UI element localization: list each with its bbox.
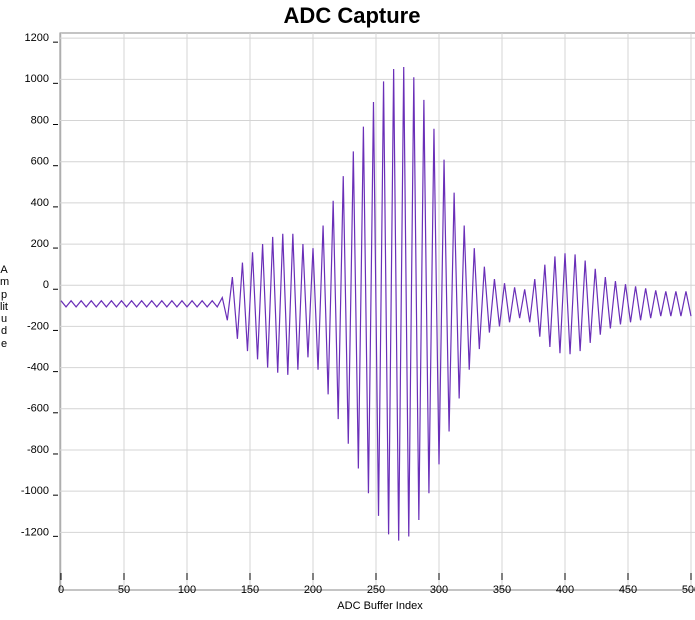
chart-title: ADC Capture [284, 3, 421, 28]
y-tick-label: -1000 [21, 485, 49, 497]
x-tick-label: 200 [304, 584, 322, 596]
x-tick-label: 500 [682, 584, 695, 596]
x-tick-label: 450 [619, 584, 637, 596]
x-tick-label: 0 [58, 584, 64, 596]
plot-frame [59, 32, 695, 591]
x-axis-label: ADC Buffer Index [337, 600, 423, 612]
x-tick-label: 300 [430, 584, 448, 596]
y-tick-label: 400 [31, 197, 49, 209]
x-tick-label: 100 [178, 584, 196, 596]
y-tick-label: -600 [27, 403, 49, 415]
x-tick-label: 350 [493, 584, 511, 596]
y-tick-label: -1200 [21, 526, 49, 538]
x-tick-label: 150 [241, 584, 259, 596]
y-tick-label: 600 [31, 156, 49, 168]
y-tick-label: -200 [27, 320, 49, 332]
y-tick-label: 800 [31, 114, 49, 126]
y-tick-label: -400 [27, 362, 49, 374]
y-axis-label: Amplitude [0, 264, 10, 350]
y-tick-label: 1000 [25, 73, 49, 85]
x-tick-label: 50 [118, 584, 130, 596]
y-tick-label: 200 [31, 238, 49, 250]
y-tick-label: 0 [43, 279, 49, 291]
x-tick-label: 400 [556, 584, 574, 596]
x-tick-label: 250 [367, 584, 385, 596]
data-line [60, 66, 692, 541]
y-tick-label: -800 [27, 444, 49, 456]
y-tick-label: 1200 [25, 32, 49, 44]
